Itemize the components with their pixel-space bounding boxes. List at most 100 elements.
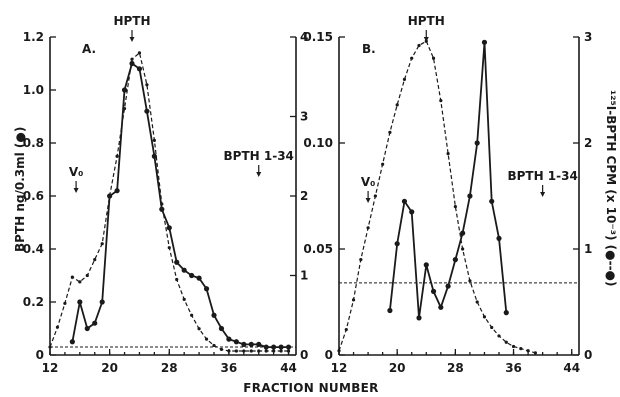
panel-a-solid-series-point [99,299,105,305]
panel-a-annotation-hpth: HPTH [113,14,150,28]
panel-a-solid-series-point [92,320,98,326]
panel-a-solid-series-point [166,225,172,231]
panel-a-solid-series-point [159,206,165,212]
panel-b-solid-series-point [496,235,502,241]
panel-a-annotation-arrow-head [129,37,135,42]
panel-b-dashed-series-point [366,226,370,230]
panel-b-solid-series-line [389,42,508,319]
panel-b-solid-series-point [503,310,509,316]
panel-b-solid-series-point [452,257,458,263]
panel-b-dashed-series-point [475,300,479,304]
panel-b-solid-series-point [387,307,393,314]
panel-b: B. ¹²⁵I-BPTH CPM (x 10⁻³) (●--●) 12 20 28 3… [303,14,618,375]
panel-a-x-tick-label: 28 [161,361,178,375]
panel-a-dashed-series-point [100,242,104,246]
panel-a-dashed-series-point [175,277,179,282]
panel-a-dashed-series-point [279,349,283,353]
panel-a-annotation-v: V₀ [69,165,84,179]
panel-b-right-axis-label: ¹²⁵I-BPTH CPM (x 10⁻³) (●--●) [604,90,618,287]
panel-a-solid-series-line [71,62,289,349]
panel-b-solid-series-point [401,198,408,204]
panel-b-dashed-series-point [431,56,436,60]
panel-a-dashed-series-point [48,345,52,349]
panel-a-chart-area: 12 20 28 36 4400.20.40.60.81.01.201234HPTHV₀… [23,14,309,375]
panel-b-dashed-series-point [359,258,363,262]
panel-a-left-axis-label: BPTH ng/0.3ml (●) [13,127,27,252]
panel-b-dashed-series-point [388,130,392,134]
panel-a-dashed-series-point [182,297,186,301]
panel-a-y-left-tick-label: 1.2 [23,30,44,44]
panel-b-dashed-series-point [417,43,421,48]
panel-a-solid-series-point [77,299,83,305]
panel-a-x-tick-label: 44 [280,361,297,375]
panel-a-dashed-series-point [249,349,253,353]
panel-b-solid-series-point [489,198,495,204]
panel-b-dashed-series-line [338,40,536,354]
panel-a-y-left-tick-label: 0.4 [23,242,44,256]
panel-a-y-right-tick-label: 2 [300,189,308,203]
panel-b-dashed-series-point [344,327,348,332]
panel-a-solid-series-point [211,312,217,318]
panel-b-dashed-series-point [381,162,385,166]
panel-b-y-right-tick-label: 3 [584,30,592,44]
panel-a-solid-series-point [151,153,157,159]
panel-b-dashed-series-point [373,194,377,198]
panel-a-solid-series-point [285,344,292,350]
panel-b-x-tick-label: 20 [389,361,406,375]
panel-a-dashed-series-point [78,280,82,284]
panel-b-solid-series-point [460,230,466,236]
panel-a-y-left-tick-label: 0.2 [23,295,44,309]
panel-a-dashed-series-point [160,202,164,206]
panel-a-dashed-series-point [93,258,97,262]
panel-a-dashed-series-point [152,138,156,142]
panel-a-dashed-series-point [108,194,112,198]
panel-b-dashed-series-point [526,349,530,353]
panel-b-solid-series-point [409,209,415,215]
panel-b-y-left-tick-label: 0.15 [303,30,333,44]
panel-b-dashed-series-point [439,99,443,103]
panel-a-solid-series-point [278,344,284,350]
panel-a-solid-series-point [263,344,269,350]
panel-a-dashed-series-point [264,349,268,353]
panel-b-solid-series-point [481,39,488,45]
panel-a-dashed-series-point [122,106,127,111]
panel-b-solid-series-point [416,315,422,321]
panel-b-x-tick-label: 12 [331,361,348,375]
panel-a-solid-series-point [121,87,128,93]
panel-a-y-right-tick-label: 3 [300,110,308,124]
panel-a-solid-series-point [114,188,120,194]
panel-b-dashed-series-point [337,349,341,353]
panel-a-y-left-tick-label: 0.6 [23,189,44,203]
panel-a-dashed-series-point [257,349,261,353]
panel-a-solid-series-point [226,336,232,342]
panel-a-dashed-series-point [204,337,209,341]
panel-a-dashed-series-point [137,51,142,55]
panel-a-annotation-bpth: BPTH 1-34 [224,149,294,163]
panel-b-dashed-series-point [446,152,450,156]
x-axis-label: FRACTION NUMBER [243,381,378,395]
panel-a-dashed-series-point [70,275,74,279]
panel-a-dashed-series-point [212,343,216,348]
panel-b-annotation-hpth: HPTH [408,14,445,28]
panel-b-dashed-series-point [482,315,487,319]
panel-b-y-left-tick-label: 0.05 [303,242,333,256]
panel-b-dashed-series-point [402,77,407,81]
panel-a-solid-series-point [69,339,75,345]
panel-b-label: B. [362,42,376,56]
panel-a-dashed-series-point [197,327,201,331]
panel-a-solid-series-point [233,339,239,345]
panel-a-x-tick-label: 36 [221,361,238,375]
panel-b-dashed-series-point [410,56,414,60]
panel-a-dashed-series-point [272,349,276,353]
panel-a-solid-series-point [218,325,225,332]
panel-b-y-left-tick-label: 0 [325,348,333,362]
panel-b-y-right-tick-label: 2 [584,136,592,150]
panel-b-dashed-series-point [468,279,472,283]
panel-a-solid-series-point [84,325,90,332]
panel-a-annotation-arrow-head [73,188,79,193]
panel-a-dashed-series-point [227,349,231,353]
panel-a-solid-series-point [241,341,247,347]
panel-a-dashed-series-point [55,325,60,329]
panel-a-solid-series-point [181,267,187,273]
